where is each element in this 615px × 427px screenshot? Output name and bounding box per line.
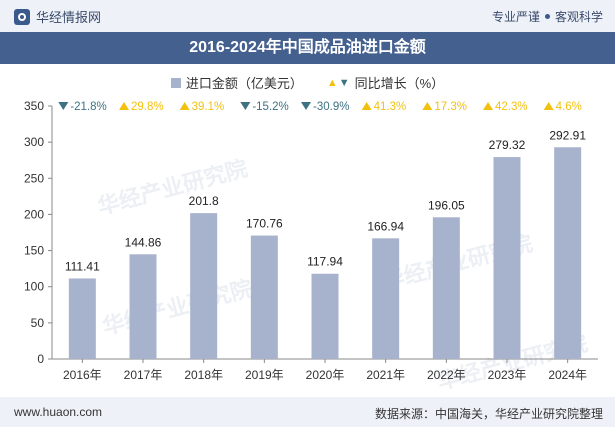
growth-label: 42.3% <box>495 101 528 113</box>
tagline-left: 专业严谨 <box>491 10 540 24</box>
x-tick-label: 2018年 <box>184 368 223 382</box>
growth-down-triangle-icon <box>301 102 311 110</box>
data-source: 数据来源：中国海关，华经产业研究院整理 <box>374 407 603 421</box>
bar-value-label: 166.94 <box>367 219 404 233</box>
growth-up-triangle-icon <box>483 102 493 110</box>
y-tick-label: 0 <box>37 352 44 366</box>
bar-value-label: 196.05 <box>428 198 465 212</box>
bar <box>372 238 400 359</box>
x-tick-label: 2024年 <box>548 368 587 382</box>
growth-up-triangle-icon <box>543 102 554 110</box>
growth-label: 39.1% <box>192 101 225 113</box>
bar <box>250 235 278 359</box>
growth-label: -15.2% <box>252 101 288 113</box>
tagline-right: 客观科学 <box>554 10 603 24</box>
bar-value-label: 117.94 <box>307 255 343 269</box>
growth-up-triangle-icon <box>119 102 129 110</box>
legend: 进口金额（亿美元） ▲ ▼ 同比增长（%） <box>0 73 615 92</box>
bar <box>432 217 460 359</box>
x-tick-label: 2019年 <box>245 368 284 382</box>
top-bar: 华经情报网 专业严谨 客观科学 <box>0 0 615 32</box>
x-tick-label: 2016年 <box>63 368 102 382</box>
legend-label-amount: 进口金额（亿美元） <box>185 76 303 91</box>
bar <box>311 273 339 359</box>
y-tick-label: 250 <box>24 171 44 185</box>
logo-icon <box>14 8 30 25</box>
bar <box>68 278 96 359</box>
growth-label: -21.8% <box>70 101 106 113</box>
bar <box>493 157 521 359</box>
y-tick-label: 350 <box>24 99 44 113</box>
footer-bar: www.huaon.com 数据来源：中国海关，华经产业研究院整理 <box>0 397 615 427</box>
bar-swatch-icon <box>170 77 181 88</box>
growth-up-triangle-icon <box>361 102 372 110</box>
brand-name: 华经情报网 <box>36 10 102 25</box>
bar-value-label: 144.86 <box>125 235 162 249</box>
x-tick-label: 2021年 <box>366 368 405 382</box>
growth-label: 17.3% <box>434 101 467 113</box>
growth-label: 4.6% <box>556 101 582 113</box>
brand: 华经情报网 <box>14 7 101 26</box>
tagline: 专业严谨 客观科学 <box>492 8 603 25</box>
growth-label: -30.9% <box>313 101 349 113</box>
dot-icon <box>544 14 550 19</box>
legend-item-growth: ▲ ▼ 同比增长（%） <box>327 73 444 92</box>
y-tick-label: 300 <box>24 135 44 149</box>
legend-label-growth: 同比增长（%） <box>354 76 445 91</box>
bar-chart: 0 50 100 150 200 250 300 350 111.41 2016年 -21.8% 14… <box>24 99 598 382</box>
bar-value-label: 279.32 <box>489 138 526 152</box>
x-tick-label: 2017年 <box>124 368 163 382</box>
bar-value-label: 292.91 <box>549 128 586 142</box>
growth-down-triangle-icon <box>240 102 251 110</box>
growth-up-triangle-icon <box>179 102 190 110</box>
growth-label: 41.3% <box>374 101 407 113</box>
y-tick-label: 100 <box>24 280 44 294</box>
x-tick-label: 2020年 <box>306 368 345 382</box>
chart-title: 2016-2024年中国成品油进口金额 <box>0 32 615 64</box>
x-tick-label: 2022年 <box>427 368 466 382</box>
bar-value-label: 201.8 <box>189 194 219 208</box>
bar-value-label: 170.76 <box>246 217 283 231</box>
up-down-triangle-icon: ▲ ▼ <box>326 76 350 89</box>
growth-up-triangle-icon <box>422 102 433 110</box>
y-tick-label: 150 <box>24 244 44 258</box>
x-tick-label: 2023年 <box>488 368 527 382</box>
bar-value-label: 111.41 <box>65 259 100 273</box>
bar <box>190 213 218 359</box>
growth-label: 29.8% <box>131 101 164 113</box>
bar <box>129 254 157 359</box>
site-url: www.huaon.com <box>14 405 103 419</box>
legend-item-amount: 进口金额（亿美元） <box>170 73 303 92</box>
growth-down-triangle-icon <box>58 102 69 110</box>
y-tick-label: 50 <box>31 316 45 330</box>
y-tick-label: 200 <box>24 207 44 221</box>
bar <box>554 147 582 359</box>
